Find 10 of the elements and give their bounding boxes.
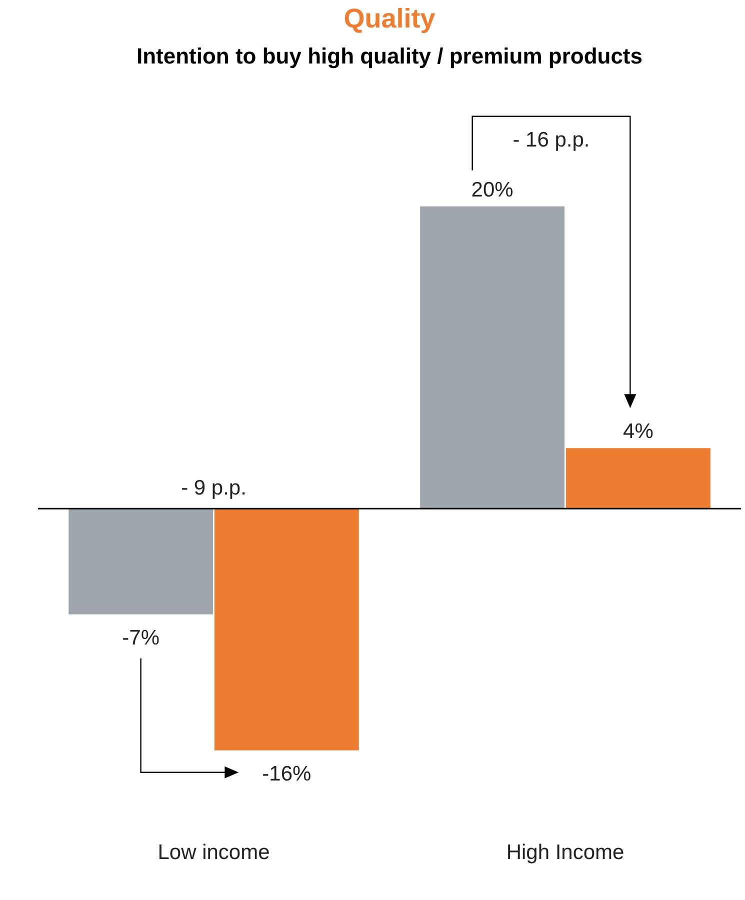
data-label: 20% xyxy=(471,178,514,202)
annotation: - 9 p.p. xyxy=(181,476,246,500)
x-tick-label: High Income xyxy=(506,841,624,864)
data-label: -7% xyxy=(122,626,160,650)
text: - 16 p.p. xyxy=(512,128,590,152)
chart-subtitle: Intention to buy high quality / premium products xyxy=(136,44,642,69)
data-label: 4% xyxy=(623,420,654,444)
x-tick-label: Low income xyxy=(158,841,270,864)
data-label: -16% xyxy=(262,762,312,786)
chart-title: Quality xyxy=(344,4,436,34)
